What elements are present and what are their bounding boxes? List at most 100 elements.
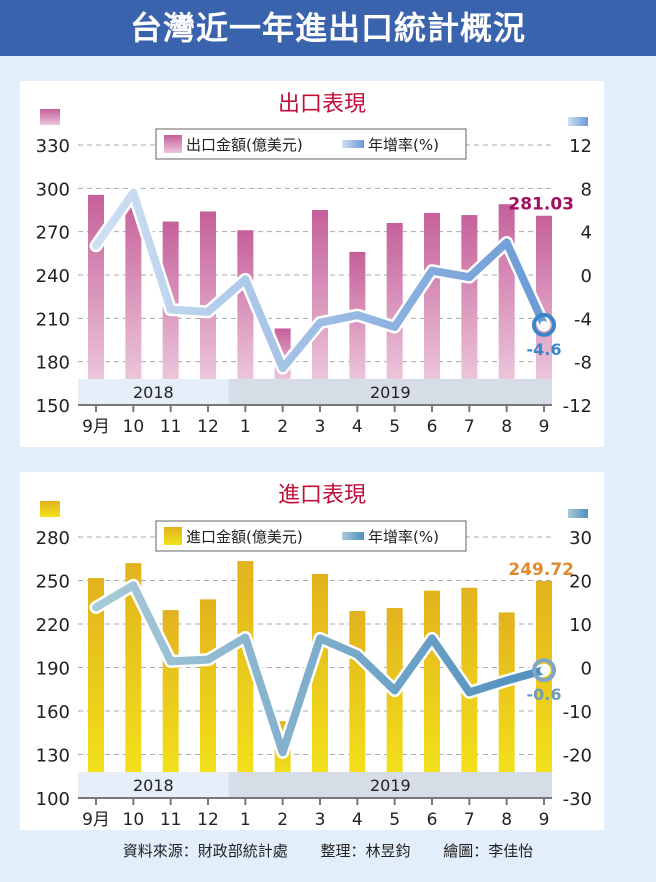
bar	[125, 563, 142, 772]
bar	[498, 612, 515, 772]
bar	[461, 587, 478, 772]
bar	[424, 212, 440, 379]
right-axis-tick: 20	[569, 572, 592, 593]
bar	[386, 223, 403, 379]
x-axis-label: 9	[539, 417, 550, 437]
x-axis-label: 12	[197, 417, 219, 437]
legend-bar-label: 出口金額(億美元)	[186, 136, 303, 154]
export-chart-panel: 出口表現 150 180 210 240 270 300 330 -12 -8 -4 0 4 8 12 201…	[20, 81, 604, 447]
latest-point-marker	[532, 658, 556, 683]
right-axis-tick: 12	[569, 136, 592, 157]
bar	[536, 215, 552, 379]
latest-value-label: 249.72	[508, 560, 574, 580]
left-axis-tick: 130	[36, 746, 70, 767]
latest-rate-label: -0.6	[527, 685, 562, 704]
import-chart-title: 進口表現	[278, 483, 366, 508]
right-axis-tick: 8	[581, 179, 592, 200]
legend-line-label: 年增率(%)	[368, 528, 439, 546]
year-band	[78, 772, 229, 798]
left-axis-bar-icon	[40, 109, 60, 125]
bar	[88, 578, 104, 772]
credits: 資料來源：財政部統計處 整理：林昱鈞 繪圖：李佳怡	[0, 840, 656, 861]
x-axis-label: 1	[240, 417, 251, 437]
year-band	[78, 379, 229, 405]
bar	[88, 194, 104, 379]
left-axis-tick: 100	[36, 789, 70, 810]
x-axis-label: 7	[464, 810, 475, 830]
year-band	[228, 772, 552, 798]
x-axis-label: 8	[501, 810, 512, 830]
year-band-label: 2018	[133, 776, 174, 795]
legend-line-label: 年增率(%)	[368, 136, 439, 154]
right-axis-tick: -12	[563, 396, 592, 417]
bar	[312, 573, 328, 772]
right-axis-tick: -8	[574, 353, 592, 374]
x-axis-label: 12	[197, 810, 219, 830]
export-chart-title: 出口表現	[278, 92, 366, 117]
legend	[155, 128, 467, 160]
growth-rate-line	[92, 188, 548, 373]
x-axis-label: 2	[277, 810, 288, 830]
editor-credit: 整理：林昱鈞	[320, 842, 411, 860]
x-axis-label: 5	[389, 417, 400, 437]
right-axis-tick: 30	[569, 528, 592, 549]
x-axis-label: 9月	[82, 810, 110, 830]
legend-bar-swatch	[164, 527, 182, 545]
bar	[424, 590, 440, 772]
latest-rate-label: -4.6	[527, 340, 562, 359]
x-axis-label: 7	[464, 417, 475, 437]
left-axis-tick: 270	[36, 223, 70, 244]
right-axis-line-icon	[568, 117, 588, 126]
header-banner: 台灣近一年進出口統計概況	[0, 0, 656, 56]
bar	[237, 230, 254, 379]
year-band-label: 2019	[370, 383, 411, 402]
left-axis-tick: 250	[36, 572, 70, 593]
bar	[237, 561, 254, 772]
right-axis-tick: -4	[574, 309, 592, 330]
left-axis-tick: 300	[36, 179, 70, 200]
right-axis-tick: 0	[581, 659, 592, 680]
left-axis-tick: 150	[36, 396, 70, 417]
page-title: 台灣近一年進出口統計概況	[129, 9, 526, 47]
x-axis-label: 6	[427, 810, 438, 830]
left-axis-tick: 210	[36, 309, 70, 330]
year-band-label: 2019	[370, 776, 411, 795]
latest-point-marker	[532, 312, 556, 337]
left-axis-tick: 180	[36, 353, 70, 374]
right-axis-tick: -10	[563, 702, 592, 723]
legend-bar-swatch	[164, 135, 182, 153]
x-axis-label: 5	[389, 810, 400, 830]
right-axis-tick: 10	[569, 615, 592, 636]
right-axis-tick: -30	[563, 789, 592, 810]
x-axis-label: 11	[160, 417, 182, 437]
bar	[349, 610, 366, 772]
bar	[200, 211, 216, 379]
left-axis-bar-icon	[40, 501, 60, 517]
x-axis-label: 3	[315, 810, 326, 830]
legend	[155, 520, 467, 552]
left-axis-tick: 190	[36, 659, 70, 680]
bar	[162, 610, 179, 772]
x-axis-label: 4	[352, 810, 363, 830]
legend-line-swatch	[342, 532, 364, 540]
import-chart-panel: 進口表現 100 130 160 190 220 250 280 -30 -20 -10 0 10 20 3…	[20, 472, 604, 830]
x-axis-label: 4	[352, 417, 363, 437]
source-credit: 資料來源：財政部統計處	[122, 842, 288, 860]
x-axis-label: 1	[240, 810, 251, 830]
bar	[200, 599, 216, 772]
right-axis-tick: 4	[581, 223, 592, 244]
x-axis-label: 10	[123, 417, 145, 437]
latest-value-label: 281.03	[508, 195, 574, 215]
left-axis-tick: 160	[36, 702, 70, 723]
bar	[461, 215, 478, 379]
x-axis-label: 11	[160, 810, 182, 830]
x-axis-label: 2	[277, 417, 288, 437]
x-axis-label: 6	[427, 417, 438, 437]
x-axis-label: 8	[501, 417, 512, 437]
legend-line-swatch	[342, 140, 364, 148]
left-axis-tick: 220	[36, 615, 70, 636]
left-axis-tick: 280	[36, 528, 70, 549]
x-axis-label: 9	[539, 810, 550, 830]
year-band-label: 2018	[133, 383, 174, 402]
x-axis-label: 3	[315, 417, 326, 437]
